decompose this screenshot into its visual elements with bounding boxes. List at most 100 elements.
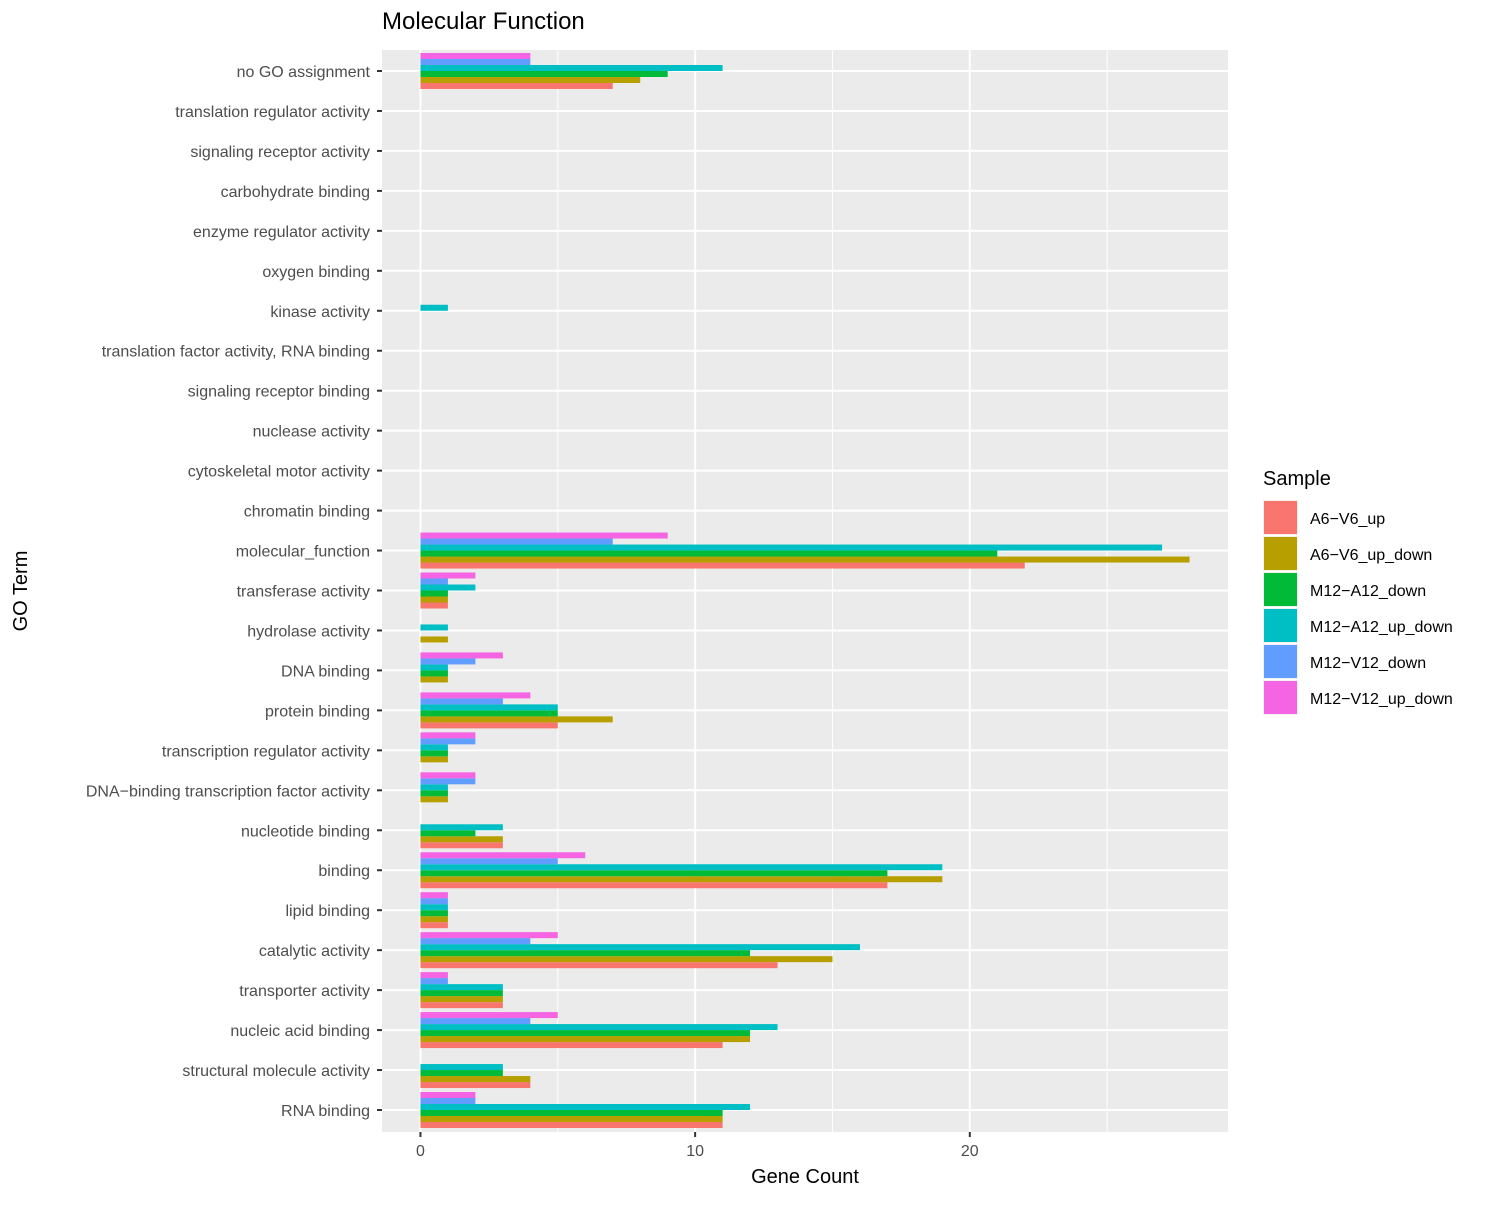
bar [420,944,860,951]
bar [420,704,558,711]
bar [420,876,943,883]
bar [420,676,448,683]
y-tick-label: hydrolase activity [247,623,370,640]
bar [420,852,586,859]
bar [420,898,448,905]
y-tick-label: lipid binding [285,903,370,920]
bar [420,1018,531,1025]
bar [420,956,833,963]
y-tick-label: cytoskeletal motor activity [188,464,370,481]
bar [420,544,1163,551]
bar [420,1036,751,1043]
bar [420,892,448,899]
bar [420,1092,476,1098]
bar [420,1082,531,1089]
y-tick-label: translation factor activity, RNA binding [102,344,370,361]
bar [420,972,448,979]
y-tick-label: oxygen binding [262,264,370,281]
bar [420,784,448,791]
y-tick-label: catalytic activity [259,943,370,960]
bar [420,59,531,65]
bar [420,1098,476,1104]
bar [420,596,448,603]
bar [420,578,448,585]
legend-label: M12−V12_up_down [1310,691,1453,708]
bar [420,658,476,665]
legend-label: A6−V6_up_down [1310,547,1432,564]
x-tick-label: 0 [416,1143,425,1160]
bar [420,670,448,677]
bar [420,1064,503,1071]
legend-swatch [1264,537,1297,570]
bar [420,1116,723,1122]
legend-swatch [1264,609,1297,642]
bar [420,922,448,929]
y-tick-label: DNA−binding transcription factor activit… [86,783,370,800]
bar [420,870,888,877]
legend: Sample A6−V6_up A6−V6_up_down M12−A12_down… [1263,468,1453,715]
bar [420,590,448,597]
y-tick-label: nucleotide binding [241,823,370,840]
bar [420,722,558,729]
bar [420,772,476,779]
y-tick-label: signaling receptor binding [188,384,370,401]
bar [420,664,448,671]
bar [420,1012,558,1019]
bar [420,1076,531,1083]
bar [420,652,503,659]
y-tick-label: signaling receptor activity [190,144,370,161]
bar [420,1042,723,1049]
bar [420,938,531,945]
bar [420,842,503,849]
bar [420,83,613,89]
bar [420,1024,778,1031]
bar [420,830,476,837]
bar [420,756,448,763]
bar [420,532,668,539]
legend-swatch [1264,501,1297,534]
y-tick-label: transcription regulator activity [162,743,370,760]
bar [420,1030,751,1037]
bar [420,962,778,969]
bar [420,584,476,591]
bar [420,1122,723,1128]
bar [420,716,613,723]
bar [420,904,448,911]
bar [420,950,751,957]
bar [420,602,448,609]
bar [420,996,503,1003]
bar [420,65,723,71]
bar [420,304,448,311]
y-tick-label: translation regulator activity [175,104,370,121]
bar [420,910,448,917]
legend-label: M12−V12_down [1310,655,1426,672]
bar [420,836,503,843]
y-tick-label: chromatin binding [244,504,370,521]
y-axis-label: GO Term [10,551,32,632]
bar [420,550,998,557]
bar [420,562,1025,569]
bar [420,978,448,985]
bar [420,77,641,83]
bar [420,538,613,545]
bar [420,778,476,785]
bar [420,932,558,939]
bar [420,1104,751,1110]
bar [420,796,448,803]
bar [420,71,668,77]
bar [420,790,448,797]
x-tick-label: 10 [686,1143,704,1160]
bar [420,984,503,991]
y-tick-label: carbohydrate binding [221,184,370,201]
x-axis-label: Gene Count [751,1166,859,1188]
bar [420,624,448,631]
legend-label: A6−V6_up [1310,511,1385,528]
bar [420,732,476,739]
legend-swatch [1264,645,1297,678]
y-tick-label: enzyme regulator activity [193,224,370,241]
bar [420,990,503,997]
legend-label: M12−A12_up_down [1310,619,1453,636]
bar [420,738,476,745]
legend-label: M12−A12_down [1310,583,1426,600]
